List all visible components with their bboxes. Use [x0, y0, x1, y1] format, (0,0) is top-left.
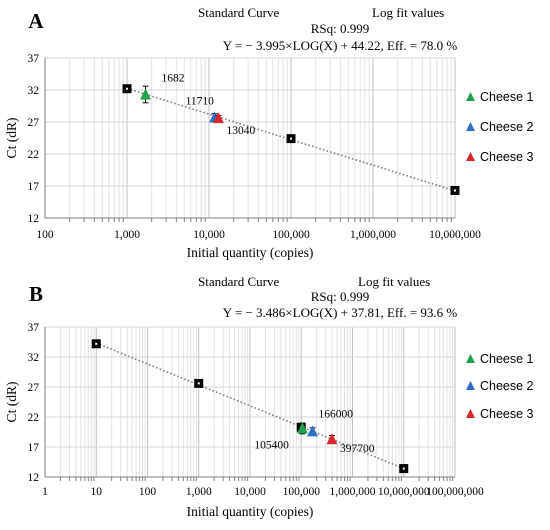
x-tick-label: 1,000,000 [330, 486, 376, 498]
grid [44, 57, 456, 219]
rsq-label: RSq: 0.999 [311, 21, 370, 36]
legend-label: Cheese 3 [480, 407, 534, 421]
sample-point-cheese-3 [326, 433, 338, 445]
panel-letter: B [29, 282, 43, 306]
legend: Cheese 1 Cheese 2 Cheese 3 [466, 90, 534, 164]
y-axis-title: Ct (dR) [4, 382, 19, 423]
point-label: 11710 [186, 96, 215, 108]
y-tick-label: 12 [28, 213, 40, 225]
x-tick-label: 1,000 [114, 229, 140, 241]
legend-marker [466, 152, 475, 161]
x-tick-label: 10 [91, 486, 103, 498]
legend-marker [466, 381, 475, 390]
y-tick-label: 27 [28, 117, 40, 129]
legend-label: Cheese 2 [480, 379, 534, 393]
y-tick-label: 37 [28, 322, 40, 334]
y-tick-label: 32 [28, 85, 40, 97]
point-label: 13040 [226, 125, 255, 137]
sample-point-cheese-1 [140, 88, 152, 100]
x-tick-label: 1 [42, 486, 48, 498]
chart-subtitle: Log fit values [358, 274, 430, 289]
x-axis-title: Initial quantity (copies) [187, 245, 314, 260]
sample-point-cheese-3 [212, 112, 224, 124]
legend-label: Cheese 1 [480, 352, 534, 366]
x-tick-label: 1,000 [186, 486, 212, 498]
rsq-label: RSq: 0.999 [311, 289, 370, 304]
legend-marker [466, 122, 475, 131]
legend-marker [466, 92, 475, 101]
chart-subtitle: Log fit values [372, 5, 444, 20]
x-tick-label: 100 [36, 229, 54, 241]
standard-point-center [126, 87, 128, 90]
legend-marker [466, 409, 475, 418]
y-tick-label: 27 [28, 382, 40, 394]
x-tick-label: 10,000,000 [378, 486, 430, 498]
x-tick-label: 10,000 [234, 486, 266, 498]
point-label: 397700 [340, 443, 375, 455]
point-label: 1682 [162, 72, 185, 84]
standard-point-center [197, 382, 200, 385]
point-label: 105400 [254, 439, 289, 451]
standard-point-center [95, 342, 98, 345]
x-tick-label: 100,000,000 [426, 486, 484, 498]
standard-point-center [290, 137, 292, 140]
legend-label: Cheese 1 [480, 90, 534, 104]
x-axis-title: Initial quantity (copies) [187, 504, 314, 519]
grid [44, 326, 456, 478]
legend-label: Cheese 2 [480, 120, 534, 134]
x-tick-label: 100,000 [272, 229, 310, 241]
standard-point-center [454, 189, 456, 192]
y-tick-label: 22 [28, 412, 40, 424]
legend: Cheese 1 Cheese 2 Cheese 3 [466, 352, 534, 421]
y-tick-label: 32 [28, 352, 40, 364]
y-tick-label: 37 [28, 53, 40, 65]
x-tick-label: 10,000 [193, 229, 225, 241]
y-tick-label: 22 [28, 149, 40, 161]
standard-point-center [402, 467, 405, 470]
point-label: 166000 [319, 408, 354, 420]
panel-letter: A [28, 9, 44, 33]
legend-label: Cheese 3 [480, 150, 534, 164]
legend-marker [466, 354, 475, 363]
x-tick-label: 1,000,000 [350, 229, 396, 241]
x-tick-label: 10,000,000 [429, 229, 481, 241]
sample-point-cheese-1 [296, 422, 308, 434]
x-tick-label: 100,000 [283, 486, 321, 498]
chart-title: Standard Curve [198, 5, 279, 20]
y-tick-label: 17 [28, 181, 40, 193]
sample-point-cheese-2 [307, 425, 319, 437]
fit-equation: Y = − 3.995×LOG(X) + 44.22, Eff. = 78.0 … [223, 38, 458, 53]
y-tick-label: 17 [28, 442, 40, 454]
x-tick-label: 100 [139, 486, 157, 498]
fit-equation: Y = − 3.486×LOG(X) + 37.81, Eff. = 93.6 … [223, 305, 458, 320]
y-axis-title: Ct (dR) [4, 118, 19, 159]
chart-title: Standard Curve [198, 274, 279, 289]
y-tick-label: 12 [28, 472, 40, 484]
